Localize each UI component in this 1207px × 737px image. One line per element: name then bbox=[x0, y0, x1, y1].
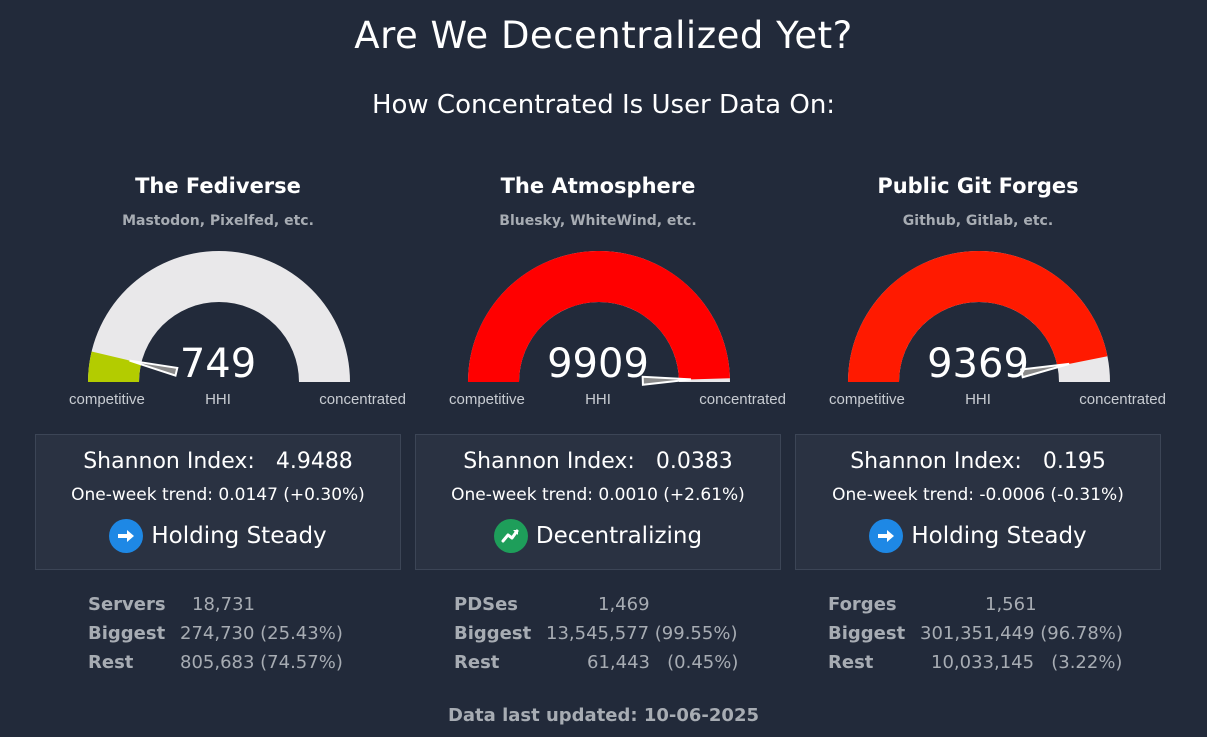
arrow-right-icon bbox=[109, 519, 144, 553]
status-indicator: Holding Steady bbox=[36, 519, 400, 553]
gauge-label-competitive: competitive bbox=[829, 391, 905, 408]
column-name: Public Git Forges bbox=[877, 174, 1079, 198]
stat-value: 1,561 bbox=[985, 594, 1037, 615]
one-week-trend: One-week trend: -0.0006 (-0.31%) bbox=[832, 485, 1124, 505]
one-week-trend: One-week trend: 0.0010 (+2.61%) bbox=[451, 485, 745, 505]
stats-row: Rest 805,683 (74.57%) bbox=[35, 652, 401, 681]
stat-label: Biggest bbox=[88, 623, 166, 644]
page-subtitle: How Concentrated Is User Data On: bbox=[371, 90, 836, 120]
gauge-label-hhi: HHI bbox=[965, 391, 991, 408]
status-indicator: Decentralizing bbox=[416, 519, 780, 553]
stat-label: Biggest bbox=[828, 623, 906, 644]
gauge-label-concentrated: concentrated bbox=[319, 391, 406, 408]
shannon-value: 0.0383 bbox=[655, 449, 733, 474]
shannon-panel: Shannon Index: 0.0383 One-week trend: 0.… bbox=[415, 434, 781, 570]
gauge-needle bbox=[129, 359, 179, 377]
stat-value: 18,731 bbox=[192, 594, 255, 615]
gauge-label-concentrated: concentrated bbox=[1079, 391, 1166, 408]
stat-label: Forges bbox=[828, 594, 897, 615]
stat-value: 1,469 bbox=[598, 594, 650, 615]
stat-value: 805,683 (74.57%) bbox=[180, 652, 343, 673]
stat-label: PDSes bbox=[454, 594, 519, 615]
stats-table: Forges 1,561 Biggest 301,351,449 (96.78%… bbox=[795, 594, 1161, 681]
column-name: The Fediverse bbox=[135, 174, 301, 198]
shannon-label: Shannon Index: bbox=[463, 449, 635, 474]
gauge-needle bbox=[1019, 362, 1070, 379]
stats-row: Biggest 301,351,449 (96.78%) bbox=[795, 623, 1161, 652]
stats-table: PDSes 1,469 Biggest 13,545,577 (99.55%) … bbox=[415, 594, 781, 681]
stat-value: 61,443 (0.45%) bbox=[587, 652, 739, 673]
hhi-value: 749 bbox=[179, 341, 257, 387]
stats-row: Forges 1,561 bbox=[795, 594, 1161, 623]
shannon-index: Shannon Index: 0.195 bbox=[796, 449, 1160, 474]
stats-row: Servers 18,731 bbox=[35, 594, 401, 623]
status-text: Holding Steady bbox=[911, 523, 1087, 549]
gauge-fill bbox=[468, 250, 730, 382]
one-week-trend: One-week trend: 0.0147 (+0.30%) bbox=[71, 485, 365, 505]
gauge-track bbox=[88, 251, 350, 382]
hhi-gauge bbox=[468, 250, 730, 386]
shannon-value: 4.9488 bbox=[275, 449, 353, 474]
column-examples: Mastodon, Pixelfed, etc. bbox=[122, 213, 314, 229]
shannon-index: Shannon Index: 4.9488 bbox=[36, 449, 400, 474]
stats-table: Servers 18,731 Biggest 274,730 (25.43%) … bbox=[35, 594, 401, 681]
stats-row: Rest 10,033,145 (3.22%) bbox=[795, 652, 1161, 681]
gauge-label-competitive: competitive bbox=[69, 391, 145, 408]
stat-label: Biggest bbox=[454, 623, 532, 644]
shannon-value: 0.195 bbox=[1042, 449, 1106, 474]
hhi-value: 9369 bbox=[927, 341, 1029, 387]
stat-label: Servers bbox=[88, 594, 166, 615]
status-indicator: Holding Steady bbox=[796, 519, 1160, 553]
stat-value: 274,730 (25.43%) bbox=[180, 623, 343, 644]
last-updated: Data last updated: 10-06-2025 bbox=[447, 705, 760, 726]
hhi-value: 9909 bbox=[547, 341, 649, 387]
stat-label: Rest bbox=[828, 652, 874, 673]
gauge-fill bbox=[88, 351, 142, 382]
gauge-fill bbox=[848, 250, 1108, 382]
stat-value: 13,545,577 (99.55%) bbox=[546, 623, 738, 644]
gauge-label-hhi: HHI bbox=[585, 391, 611, 408]
column-examples: Github, Gitlab, etc. bbox=[902, 213, 1054, 229]
hhi-gauge bbox=[88, 251, 350, 382]
status-text: Decentralizing bbox=[535, 523, 703, 549]
stat-value: 10,033,145 (3.22%) bbox=[931, 652, 1123, 673]
gauge-label-competitive: competitive bbox=[449, 391, 525, 408]
arrow-right-icon bbox=[869, 519, 904, 553]
shannon-label: Shannon Index: bbox=[850, 449, 1022, 474]
gauge-needle bbox=[641, 375, 692, 386]
shannon-index: Shannon Index: 0.0383 bbox=[416, 449, 780, 474]
page-title: Are We Decentralized Yet? bbox=[354, 14, 853, 57]
shannon-panel: Shannon Index: 4.9488 One-week trend: 0.… bbox=[35, 434, 401, 570]
stats-row: Biggest 274,730 (25.43%) bbox=[35, 623, 401, 652]
status-text: Holding Steady bbox=[151, 523, 327, 549]
trend-up-icon bbox=[493, 519, 528, 553]
stat-label: Rest bbox=[454, 652, 500, 673]
gauge-label-concentrated: concentrated bbox=[699, 391, 786, 408]
column-name: The Atmosphere bbox=[500, 174, 696, 198]
stat-label: Rest bbox=[88, 652, 134, 673]
shannon-label: Shannon Index: bbox=[83, 449, 255, 474]
gauge-label-hhi: HHI bbox=[205, 391, 231, 408]
stats-row: PDSes 1,469 bbox=[415, 594, 781, 623]
stat-value: 301,351,449 (96.78%) bbox=[920, 623, 1123, 644]
shannon-panel: Shannon Index: 0.195 One-week trend: -0.… bbox=[795, 434, 1161, 570]
stats-row: Biggest 13,545,577 (99.55%) bbox=[415, 623, 781, 652]
stats-row: Rest 61,443 (0.45%) bbox=[415, 652, 781, 681]
column-examples: Bluesky, WhiteWind, etc. bbox=[499, 213, 697, 229]
hhi-gauge bbox=[848, 250, 1110, 382]
